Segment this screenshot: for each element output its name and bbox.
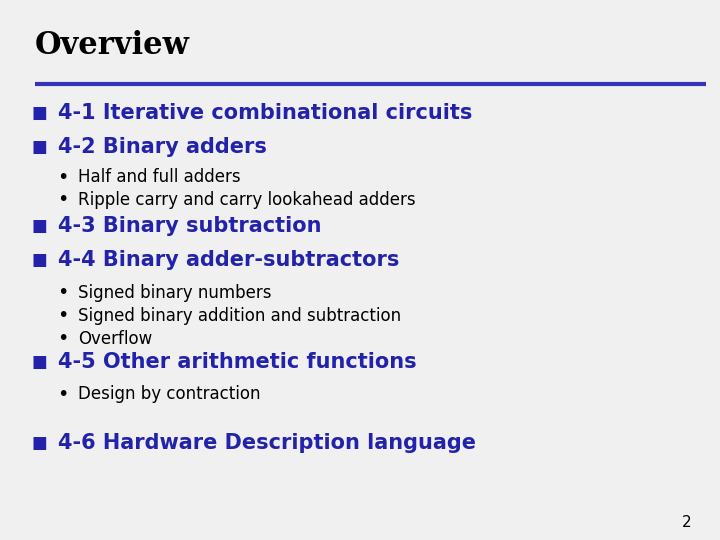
Text: ■: ■ [31,434,47,452]
Text: 4-2 Binary adders: 4-2 Binary adders [58,137,266,157]
Text: •: • [57,329,68,348]
Text: ■: ■ [31,353,47,371]
Text: •: • [57,190,68,210]
Text: Overview: Overview [35,30,189,60]
Text: Design by contraction: Design by contraction [78,385,260,403]
Text: Ripple carry and carry lookahead adders: Ripple carry and carry lookahead adders [78,191,415,209]
Text: 4-4 Binary adder-subtractors: 4-4 Binary adder-subtractors [58,250,399,271]
Text: 4-6 Hardware Description language: 4-6 Hardware Description language [58,433,476,453]
Text: ■: ■ [31,104,47,123]
Text: 4-1 Iterative combinational circuits: 4-1 Iterative combinational circuits [58,103,472,124]
Text: ■: ■ [31,251,47,269]
Text: 4-5 Other arithmetic functions: 4-5 Other arithmetic functions [58,352,416,372]
Text: •: • [57,283,68,302]
Text: 2: 2 [682,515,691,530]
Text: 4-3 Binary subtraction: 4-3 Binary subtraction [58,215,321,236]
Text: •: • [57,167,68,187]
Text: •: • [57,384,68,404]
Text: Signed binary addition and subtraction: Signed binary addition and subtraction [78,307,401,325]
Text: •: • [57,306,68,326]
Text: Half and full adders: Half and full adders [78,168,240,186]
Text: Overflow: Overflow [78,329,152,348]
Text: ■: ■ [31,138,47,156]
Text: Signed binary numbers: Signed binary numbers [78,284,271,302]
Text: ■: ■ [31,217,47,235]
